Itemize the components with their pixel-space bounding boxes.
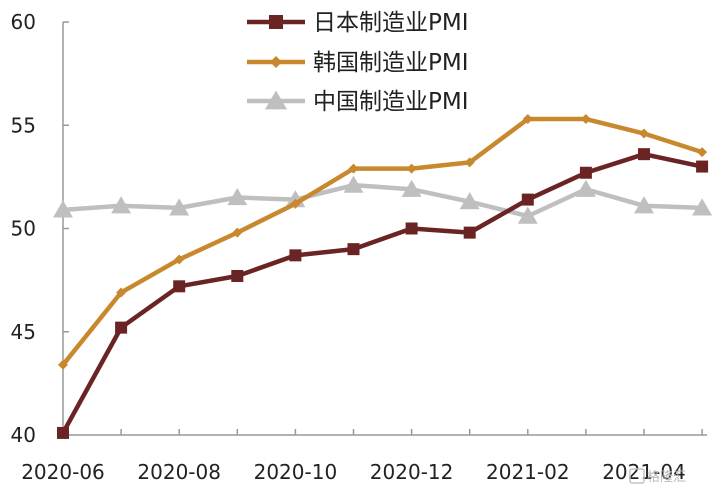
data-point xyxy=(522,114,533,125)
y-axis-ticks: 40 45 50 55 60 xyxy=(11,10,69,447)
data-point xyxy=(57,426,69,439)
x-tick-label: 2020-06 xyxy=(21,460,105,484)
legend-marker-icon xyxy=(264,90,288,110)
data-point xyxy=(575,179,596,197)
watermark: 格隆汇 xyxy=(629,468,686,485)
data-point xyxy=(517,206,538,224)
data-point xyxy=(639,128,649,139)
data-point xyxy=(579,166,592,179)
data-point xyxy=(174,254,185,265)
data-point xyxy=(638,148,650,161)
axes xyxy=(62,22,708,436)
legend-marker-icon xyxy=(270,56,282,68)
data-point xyxy=(348,163,359,174)
y-tick-label: 50 xyxy=(11,217,36,241)
data-point xyxy=(169,198,190,216)
data-point xyxy=(343,175,364,193)
legend-label: 韩国制造业PMI xyxy=(313,50,469,76)
data-point xyxy=(521,193,534,206)
watermark-logo-icon xyxy=(629,468,645,484)
data-point xyxy=(463,226,476,239)
data-point xyxy=(401,179,422,197)
data-point xyxy=(405,222,418,235)
data-point xyxy=(227,188,248,206)
data-point xyxy=(111,196,132,214)
x-tick-label: 2020-08 xyxy=(137,460,221,484)
series-layer xyxy=(53,114,713,439)
data-point xyxy=(696,160,709,173)
x-tick-label: 2020-10 xyxy=(254,460,338,484)
data-point xyxy=(347,243,360,256)
legend-marker-icon xyxy=(269,15,283,29)
x-tick-label: 2021-02 xyxy=(486,460,570,484)
data-point xyxy=(53,200,73,218)
y-tick-label: 55 xyxy=(11,113,36,137)
series-line xyxy=(61,151,703,435)
series-2 xyxy=(58,114,708,370)
y-tick-label: 40 xyxy=(11,423,36,447)
data-point xyxy=(289,249,302,262)
data-point xyxy=(692,198,713,216)
data-point xyxy=(464,157,475,168)
legend-item: 韩国制造业PMI xyxy=(247,50,469,76)
data-point xyxy=(58,359,68,370)
series-line xyxy=(62,182,703,219)
data-point xyxy=(290,198,301,209)
series-line xyxy=(61,116,703,367)
data-point xyxy=(231,269,244,282)
data-point xyxy=(580,114,591,125)
legend-item: 日本制造业PMI xyxy=(247,10,469,36)
data-point xyxy=(697,147,708,158)
data-point xyxy=(173,280,186,293)
legend: 日本制造业PMI 韩国制造业PMI 中国制造业PMI xyxy=(247,10,469,115)
x-axis-ticks: 2020-06 2020-08 2020-10 2020-12 2021-02 2021-… xyxy=(21,429,703,484)
legend-label: 日本制造业PMI xyxy=(313,10,469,36)
series-3 xyxy=(53,175,713,224)
data-point xyxy=(115,321,128,334)
series-1 xyxy=(57,148,709,439)
x-tick-label: 2020-12 xyxy=(370,460,454,484)
data-point xyxy=(634,196,654,214)
legend-item: 中国制造业PMI xyxy=(247,89,469,115)
y-tick-label: 60 xyxy=(11,10,36,34)
y-tick-label: 45 xyxy=(11,320,36,344)
data-point xyxy=(232,227,243,238)
data-point xyxy=(116,287,127,298)
data-point xyxy=(406,163,417,174)
data-point xyxy=(459,192,480,210)
legend-label: 中国制造业PMI xyxy=(313,89,469,115)
watermark-text: 格隆汇 xyxy=(647,469,686,485)
